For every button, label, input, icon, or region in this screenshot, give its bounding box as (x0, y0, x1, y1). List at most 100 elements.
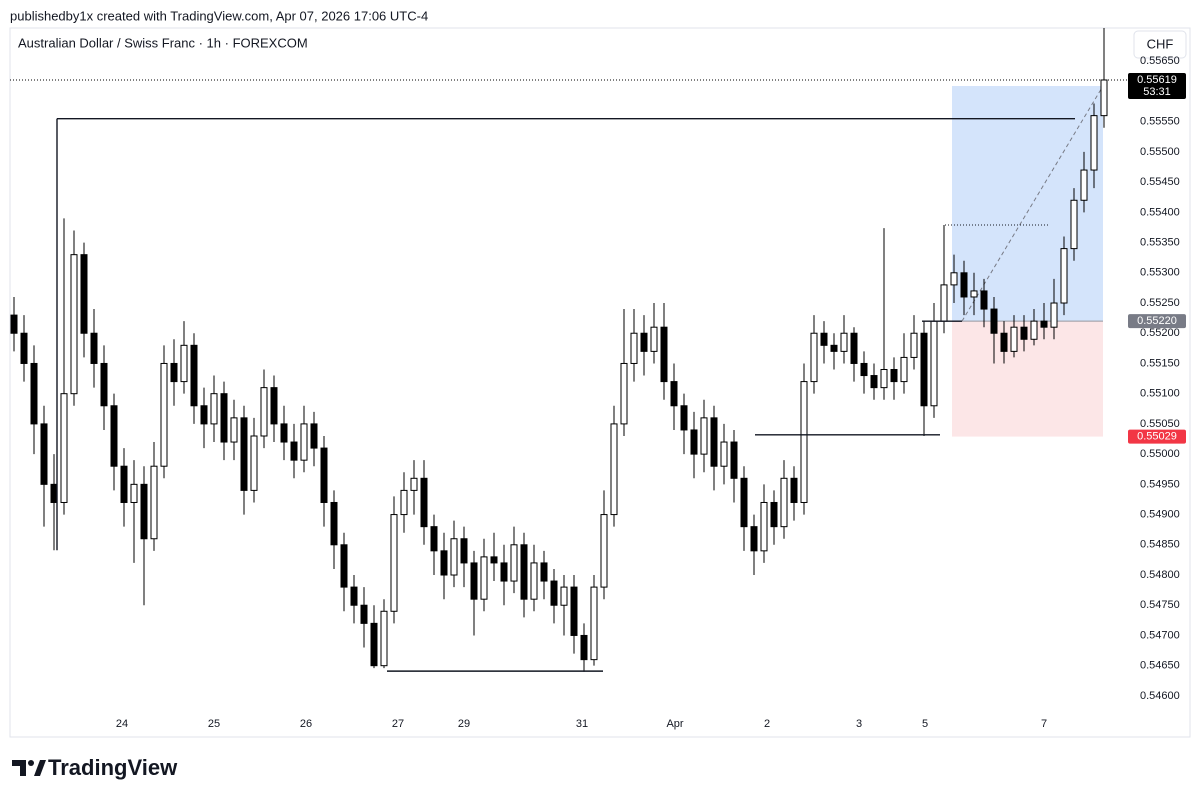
countdown: 53:31 (1143, 86, 1171, 98)
candle-body (1010, 326, 1018, 352)
logo-icon (34, 760, 46, 776)
x-tick-label: 29 (458, 718, 470, 730)
candle-body (500, 562, 508, 582)
candle-body (120, 465, 128, 503)
candle-body (960, 272, 968, 298)
candle-body (440, 550, 448, 576)
candle-body (670, 381, 678, 407)
candle-body (880, 369, 888, 389)
candle-body (60, 393, 68, 503)
currency-label[interactable]: CHF (1147, 36, 1174, 51)
candle-body (110, 405, 118, 467)
candle-body (940, 284, 948, 322)
candle-body (840, 332, 848, 352)
candle-body (1090, 115, 1098, 171)
candle-body (570, 586, 578, 636)
candle-body (1060, 248, 1068, 304)
candle-body (780, 477, 788, 528)
x-tick-label: 24 (116, 718, 128, 730)
candle-body (590, 586, 598, 661)
price-tag-label: 0.55220 (1137, 315, 1177, 327)
candle-body (450, 538, 458, 576)
candle-body (490, 556, 498, 564)
candle-body (650, 326, 658, 352)
y-tick-label: 0.54900 (1140, 508, 1180, 520)
header: publishedby1x created with TradingView.c… (10, 8, 428, 23)
candle-body (520, 544, 528, 600)
candle-body (250, 435, 258, 491)
candle-body (890, 369, 898, 383)
candle-body (220, 393, 228, 443)
candle-body (420, 477, 428, 528)
candle-body (990, 308, 998, 334)
candle-body (140, 483, 148, 540)
candle-body (100, 362, 108, 407)
x-tick-label: 31 (576, 718, 588, 730)
candle-body (280, 423, 288, 443)
candle-body (50, 483, 58, 503)
candle-body (700, 417, 708, 455)
x-tick-label: 25 (208, 718, 220, 730)
currency-button[interactable] (1133, 30, 1187, 59)
candle-body (350, 586, 358, 606)
candle-body (930, 320, 938, 407)
y-tick-label: 0.55350 (1140, 236, 1180, 248)
brand-logo (12, 760, 46, 776)
y-tick-label: 0.54600 (1140, 690, 1180, 702)
y-tick-label: 0.55050 (1140, 418, 1180, 430)
candle-body (800, 381, 808, 503)
trade-path (961, 85, 1104, 322)
y-tick-label: 0.55450 (1140, 176, 1180, 188)
candle-body (160, 362, 168, 467)
price-tag-label: 0.55619 (1137, 74, 1177, 86)
candle-body (260, 387, 268, 437)
candle-body (310, 423, 318, 449)
candle-body (270, 387, 278, 425)
candle-body (680, 405, 688, 431)
y-tick-label: 0.54700 (1140, 629, 1180, 641)
price-tag-label: 0.55029 (1137, 431, 1177, 443)
candle-body (1000, 332, 1008, 352)
price-tag (1128, 429, 1186, 444)
candle-body (380, 610, 388, 667)
candle-body (710, 417, 718, 467)
candle-body (1040, 320, 1048, 328)
candle-body (1070, 199, 1078, 250)
candle-body (240, 417, 248, 491)
candle-body (560, 586, 568, 606)
candle-body (970, 290, 978, 298)
candle-body (690, 429, 698, 455)
candle-body (630, 332, 638, 364)
symbol-title: Australian Dollar / Swiss Franc · 1h · F… (18, 35, 308, 50)
y-tick-label: 0.54750 (1140, 599, 1180, 611)
candle-body (620, 362, 628, 425)
target-zone (952, 86, 1103, 322)
candle-body (730, 441, 738, 479)
x-tick-label: 5 (922, 718, 928, 730)
candle-body (530, 562, 538, 600)
y-tick-label: 0.55250 (1140, 297, 1180, 309)
candle-body (40, 423, 48, 485)
candle-body (170, 362, 178, 383)
candle-body (510, 544, 518, 582)
candle-body (480, 556, 488, 600)
candle-body (600, 514, 608, 588)
candle-body (830, 344, 838, 352)
candle-body (1030, 320, 1038, 340)
candle-body (720, 441, 728, 467)
candle-body (540, 562, 548, 582)
candle-body (200, 405, 208, 425)
price-tag (1128, 72, 1186, 99)
candle-body (410, 477, 418, 491)
candle-body (770, 501, 778, 528)
candle-body (980, 290, 988, 310)
x-tick-label: Apr (666, 718, 683, 730)
candle-body (550, 580, 558, 606)
x-tick-label: 27 (392, 718, 404, 730)
y-tick-label: 0.55550 (1140, 116, 1180, 128)
price-tag (1128, 314, 1186, 329)
candle-body (860, 362, 868, 377)
y-tick-label: 0.55100 (1140, 388, 1180, 400)
y-tick-label: 0.55400 (1140, 206, 1180, 218)
